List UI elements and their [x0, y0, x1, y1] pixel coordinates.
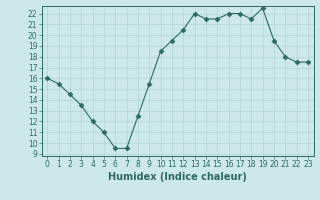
X-axis label: Humidex (Indice chaleur): Humidex (Indice chaleur)	[108, 172, 247, 182]
